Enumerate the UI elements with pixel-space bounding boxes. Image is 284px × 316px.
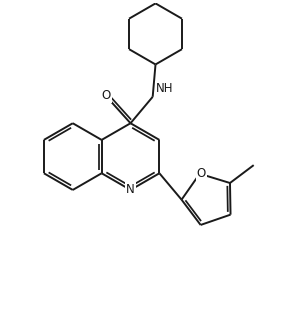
Text: NH: NH bbox=[156, 82, 174, 95]
Text: N: N bbox=[126, 183, 135, 197]
Text: O: O bbox=[197, 167, 206, 180]
Text: O: O bbox=[101, 89, 111, 102]
